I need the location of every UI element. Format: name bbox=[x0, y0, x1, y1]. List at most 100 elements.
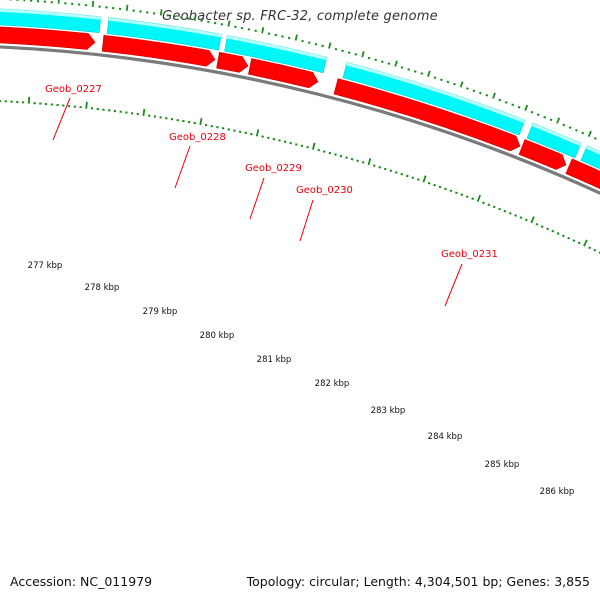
scale-tick bbox=[378, 166, 382, 169]
gene-feature[interactable] bbox=[248, 58, 319, 89]
gene-label[interactable]: Geob_0231 bbox=[441, 249, 498, 260]
scale-tick bbox=[405, 174, 409, 178]
scale-tick bbox=[317, 148, 321, 152]
scale-label-layer: 277 kbp 278 kbp 279 kbp 280 kbp 281 kbp 282 k… bbox=[28, 261, 575, 497]
genome-summary-text: Topology: circular; Length: 4,304,501 bp… bbox=[246, 574, 590, 589]
scale-label: 286 kbp bbox=[540, 487, 575, 497]
scale-tick bbox=[322, 150, 326, 153]
scale-tick bbox=[142, 108, 146, 116]
scale-tick bbox=[312, 142, 316, 150]
outer-tick bbox=[466, 87, 469, 90]
gene-label[interactable]: Geob_0230 bbox=[296, 185, 353, 196]
scale-tick bbox=[372, 164, 376, 167]
gene-label[interactable]: Geob_0227 bbox=[45, 84, 102, 95]
gene-label[interactable]: Geob_0229 bbox=[245, 163, 302, 174]
scale-tick bbox=[345, 156, 348, 159]
scale-label: 283 kbp bbox=[371, 406, 406, 416]
scale-tick bbox=[540, 225, 544, 228]
outer-tick bbox=[261, 27, 265, 34]
scale-tick bbox=[356, 159, 359, 163]
scale-tick bbox=[572, 239, 576, 242]
scale-tick bbox=[334, 153, 337, 156]
scale-tick bbox=[339, 154, 343, 158]
outer-tick bbox=[407, 68, 410, 71]
scale-tick bbox=[524, 218, 528, 222]
scale-tick bbox=[465, 195, 469, 199]
backbone-layer bbox=[0, 45, 600, 195]
cds-feature-highlight bbox=[585, 145, 600, 155]
scale-tick bbox=[514, 214, 518, 217]
scale-tick bbox=[567, 236, 571, 240]
scale-tick bbox=[438, 185, 442, 189]
cds-feature-highlight bbox=[108, 17, 222, 38]
gene-feature[interactable] bbox=[0, 26, 96, 50]
outer-tick bbox=[347, 51, 351, 54]
scale-tick bbox=[422, 175, 427, 183]
scale-tick bbox=[546, 227, 549, 231]
scale-tick bbox=[476, 194, 481, 203]
outer-tick bbox=[530, 110, 534, 114]
cds-feature-highlight bbox=[346, 62, 525, 123]
scale-tick bbox=[367, 158, 372, 166]
outer-tick bbox=[440, 78, 443, 82]
gene-feature[interactable] bbox=[590, 169, 600, 206]
scale-tick bbox=[482, 201, 485, 205]
gene-feature[interactable] bbox=[101, 34, 216, 67]
scale-tick bbox=[471, 197, 475, 201]
gene-label[interactable]: Geob_0228 bbox=[169, 132, 226, 143]
scale-tick bbox=[199, 118, 203, 126]
scale-tick bbox=[350, 157, 354, 161]
gene-feature[interactable] bbox=[333, 78, 521, 152]
gene-feature[interactable] bbox=[518, 139, 567, 170]
scale-tick bbox=[561, 234, 565, 238]
outer-tick bbox=[568, 126, 572, 129]
cds-track bbox=[0, 8, 600, 170]
scale-tick bbox=[328, 151, 332, 155]
scale-tick bbox=[519, 216, 523, 220]
outer-ticks bbox=[2, 0, 597, 140]
gene-feature[interactable] bbox=[216, 51, 249, 73]
outer-tick bbox=[367, 56, 371, 60]
scale-tick bbox=[593, 248, 597, 252]
outer-tick bbox=[394, 60, 398, 67]
scale-tick bbox=[577, 241, 581, 245]
outer-tick bbox=[524, 104, 529, 111]
scale-label: 282 kbp bbox=[315, 379, 350, 389]
outer-tick bbox=[125, 4, 129, 11]
outer-tick bbox=[427, 70, 431, 77]
scale-tick bbox=[411, 176, 415, 180]
scale-tick bbox=[556, 232, 560, 235]
gene-track bbox=[0, 26, 600, 206]
outer-tick bbox=[472, 89, 476, 93]
outer-tick bbox=[479, 91, 482, 95]
scale-tick bbox=[416, 178, 420, 181]
scale-label: 280 kbp bbox=[200, 331, 235, 341]
outer-tick bbox=[536, 113, 540, 117]
scale-tick bbox=[487, 203, 491, 207]
outer-tick bbox=[492, 92, 496, 99]
outer-tick bbox=[511, 103, 515, 107]
outer-tick bbox=[380, 60, 384, 64]
outer-tick bbox=[593, 137, 597, 140]
gene-label-leader bbox=[52, 97, 71, 141]
scale-tick bbox=[449, 189, 453, 193]
gene-label-leader bbox=[299, 199, 314, 242]
gene-label-leader bbox=[444, 263, 463, 307]
scale-tick bbox=[85, 101, 88, 109]
outer-tick bbox=[387, 62, 391, 65]
scale-tick bbox=[492, 205, 496, 209]
outer-tick bbox=[420, 72, 424, 75]
outer-tick bbox=[453, 82, 456, 86]
scale-tick bbox=[394, 171, 398, 174]
scale-tick bbox=[433, 183, 436, 187]
outer-tick bbox=[517, 105, 521, 109]
outer-tick bbox=[485, 94, 489, 97]
cds-feature-highlight bbox=[0, 8, 101, 20]
outer-tick bbox=[354, 53, 358, 56]
scale-tick bbox=[383, 167, 387, 171]
outer-tick bbox=[556, 117, 561, 124]
outer-tick bbox=[543, 115, 547, 119]
gene-label-leader bbox=[174, 145, 191, 189]
cds-feature[interactable] bbox=[342, 62, 526, 136]
